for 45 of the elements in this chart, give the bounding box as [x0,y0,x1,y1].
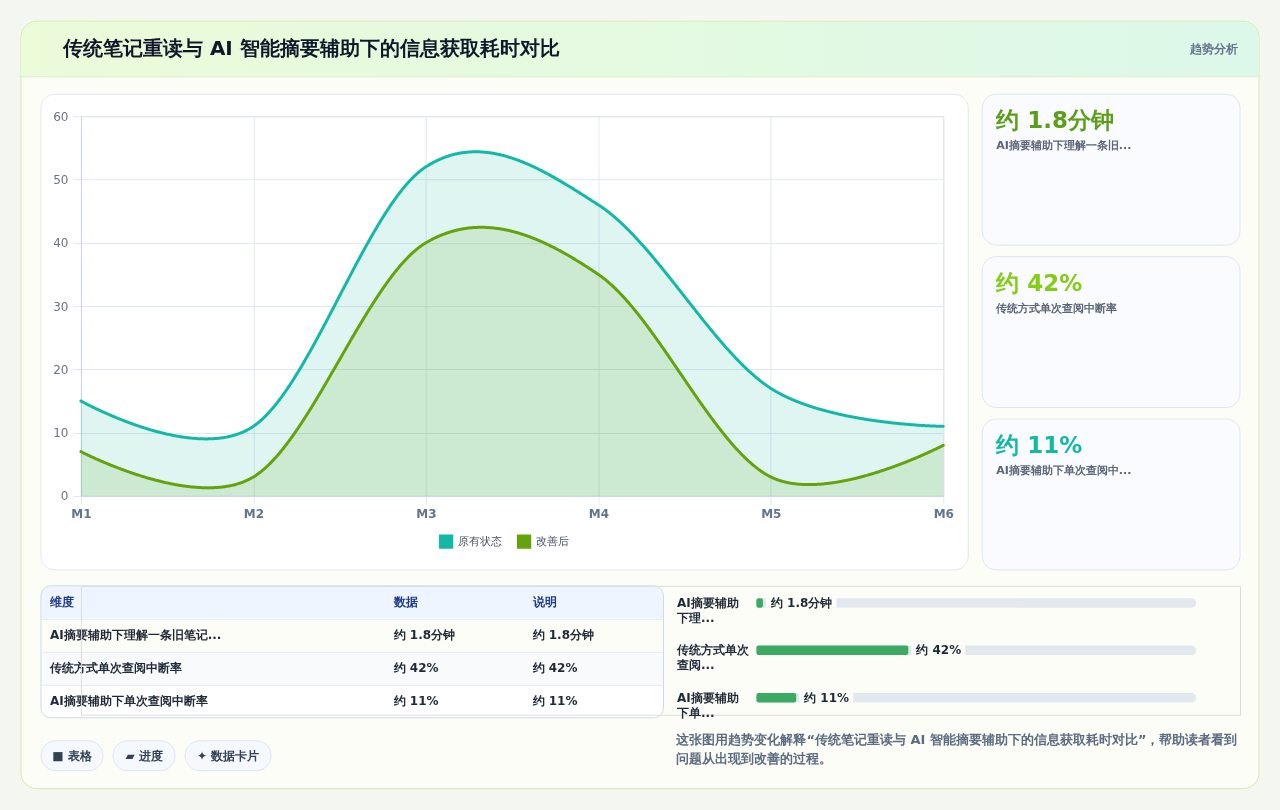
legend-label: 原有状态 [457,534,502,548]
text: 传统方式单次查阅中断率 [48,661,182,676]
text: 约 11% [531,694,578,709]
text: ■ 表格 [52,748,93,763]
y-tick-label: 10 [53,426,69,441]
y-tick-label: AI摘要辅助下理... [675,595,739,625]
text: 约 42% [531,661,578,676]
text: AI摘要辅助下单次查阅中断率 [49,694,208,709]
text: 约 11% [392,694,439,709]
x-tick-label: M3 [416,507,437,522]
data-label: 约 42% [915,643,962,658]
x-tick-label: M6 [933,507,954,522]
legend-label: 改善后 [535,534,569,548]
data-label: 约 1.8分钟 [769,595,833,610]
text: 这张图用趋势变化解释“传统笔记重读与 AI 智能摘要辅助下的信息获取耗时对比”，帮助读者看到问题从出现到改善的过程。 [675,731,1238,766]
y-tick-label: 50 [53,173,69,188]
text: ✦ 数据卡片 [197,748,260,763]
text: AI摘要辅助下理解一条旧笔记... [49,628,222,643]
y-tick-label: AI摘要辅助下单... [675,690,739,720]
x-tick-label: M2 [243,507,265,522]
data-label: 约 11% [803,690,850,705]
text: 约 1.8分钟 [531,628,594,643]
text: 数据 [392,595,418,610]
text: AI摘要辅助下理解一条旧... [996,139,1132,153]
chart-title: 传统笔记重读与 AI 智能摘要辅助下的信息获取耗时对比 [61,36,560,61]
y-tick-label: 0 [60,489,69,504]
text: 约 42% [995,269,1083,296]
x-tick-label: M1 [71,507,92,522]
text: 约 1.8分钟 [995,107,1114,134]
text: 说明 [531,595,557,610]
y-tick-label: 40 [53,236,69,251]
x-tick-label: M5 [761,507,782,522]
text: 约 1.8分钟 [392,628,456,643]
text: 维度 [48,595,74,610]
text: 趋势分析 [1189,42,1239,57]
text: 约 42% [392,661,439,676]
y-tick-label: 60 [53,109,69,124]
x-tick-label: M4 [588,507,609,522]
y-tick-label: 20 [53,362,69,377]
text: 约 11% [995,431,1083,458]
text: ▰ 进度 [125,748,163,763]
y-tick-label: 传统方式单次查阅... [675,643,750,673]
text: 传统方式单次查阅中断率 [995,301,1118,315]
text: AI摘要辅助下单次查阅中... [996,463,1132,477]
y-tick-label: 30 [53,299,69,314]
